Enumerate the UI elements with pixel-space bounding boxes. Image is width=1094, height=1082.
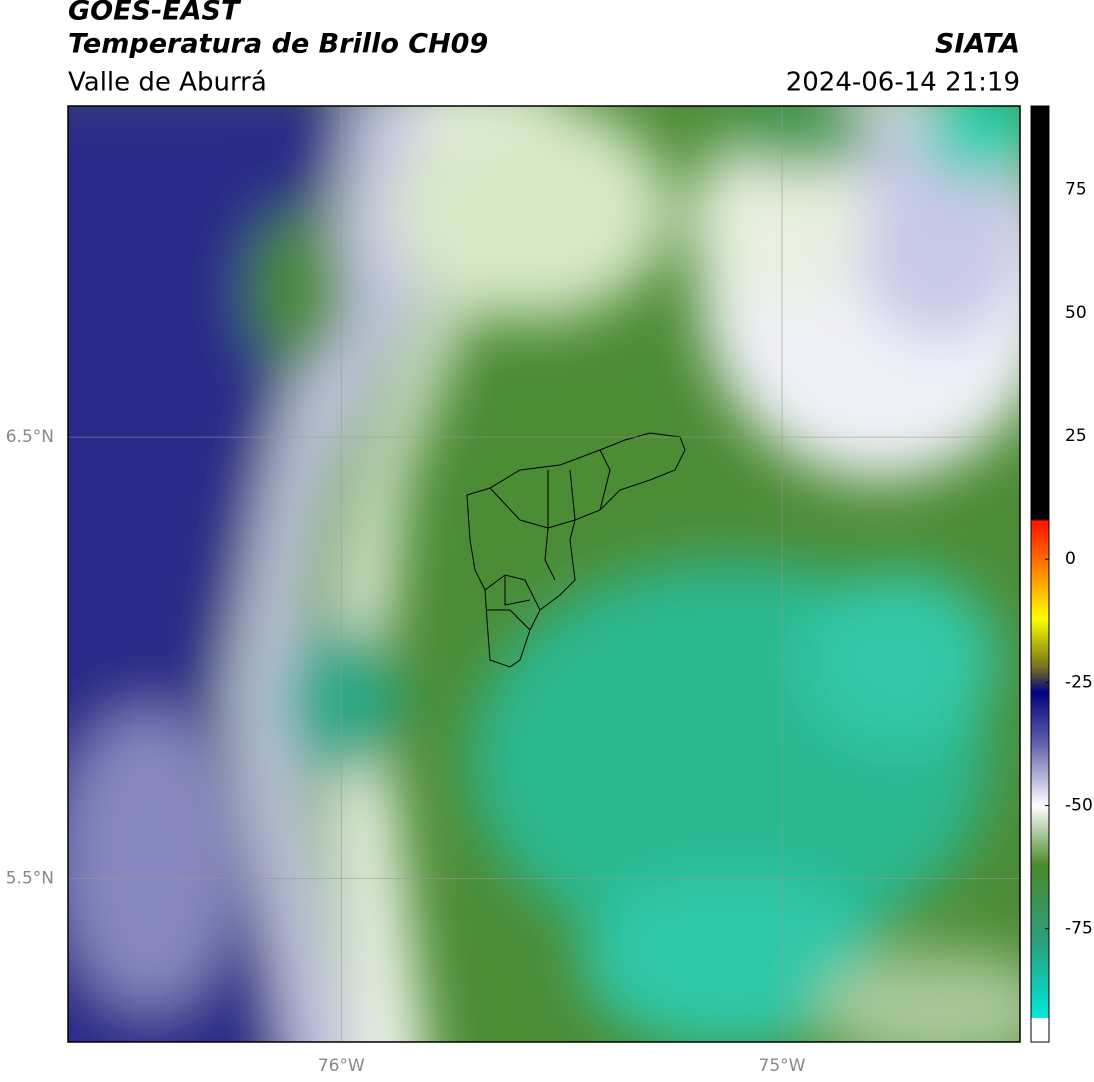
colorbar-tick-label: 25 [1065,426,1087,446]
colorbar-tick-label: -25 [1065,672,1093,692]
satellite-image [68,106,1020,1042]
colorbar-segment [1031,1017,1049,1043]
subtitle: Temperatura de Brillo CH09 [68,29,488,60]
colorbar-segment [1031,519,1049,575]
colorbar-segment [1031,864,1049,944]
colorbar-segment [1031,667,1049,693]
colorbar-segment [1031,574,1049,619]
y-tick-label: 6.5°N [6,427,54,447]
colorbar: 75 50 25 0 -25 -50 -75 [1031,106,1093,1043]
map-frame [67,105,1021,1043]
x-tick-label: 75°W [759,1056,806,1076]
title: GOES-EAST [68,0,242,27]
colorbar-tick-label: 0 [1065,549,1076,569]
source: SIATA [935,29,1020,60]
colorbar-segment [1031,943,1049,1018]
municipal-boundaries [466,432,686,668]
colorbar-segment [1031,106,1049,521]
x-tick-label: 76°W [318,1056,365,1076]
timestamp: 2024-06-14 21:19 [786,68,1020,98]
colorbar-tick-label: -50 [1065,796,1093,816]
graticule [68,106,1020,1042]
colorbar-tick-label: 50 [1065,303,1087,323]
colorbar-segment [1031,692,1049,747]
colorbar-tick-label: -75 [1065,919,1093,939]
colorbar-tick-label: 75 [1065,180,1087,200]
y-tick-label: 5.5°N [6,869,54,889]
colorbar-segment [1031,805,1049,866]
colorbar-segment [1031,618,1049,669]
colorbar-frame [1030,105,1050,1043]
colorbar-segment [1031,746,1049,807]
region: Valle de Aburrá [68,68,267,98]
